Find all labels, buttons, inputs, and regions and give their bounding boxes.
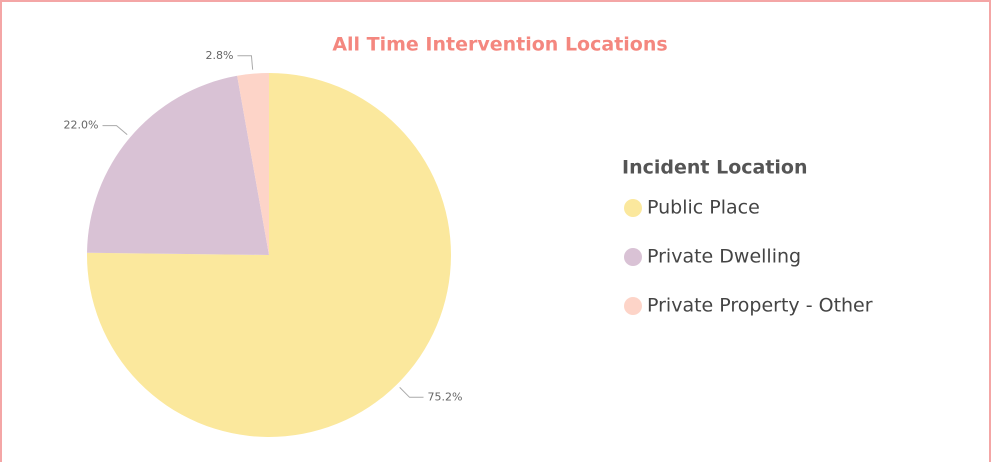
pie-slice: [86, 73, 451, 437]
pie-slice: [237, 73, 269, 255]
legend-marker: [624, 297, 642, 315]
value-label: 2.8%: [205, 49, 233, 62]
pie-slice: [87, 75, 269, 255]
legend-label: Private Property - Other: [647, 295, 873, 317]
leader-line: [237, 55, 254, 70]
value-label: 22.0%: [64, 119, 99, 132]
legend-label: Private Dwelling: [647, 246, 801, 268]
leader-line: [399, 386, 424, 398]
legend-label: Public Place: [647, 197, 760, 219]
legend-title: Incident Location: [622, 157, 808, 179]
leader-line: [102, 125, 128, 136]
chart-title: All Time Intervention Locations: [332, 34, 667, 56]
legend-marker: [624, 248, 642, 266]
value-label: 75.2%: [428, 390, 463, 403]
legend-marker: [624, 199, 642, 217]
